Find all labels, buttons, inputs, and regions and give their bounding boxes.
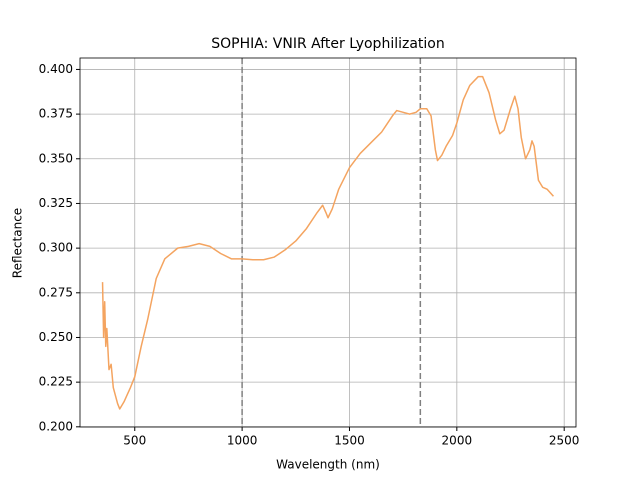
y-tick-label: 0.375	[39, 107, 73, 121]
y-tick-label: 0.300	[39, 241, 73, 255]
x-axis-label: Wavelength (nm)	[276, 458, 380, 472]
x-tick-label: 1500	[334, 434, 365, 448]
y-tick-label: 0.325	[39, 196, 73, 210]
y-tick-label: 0.350	[39, 151, 73, 165]
data-line	[101, 75, 555, 410]
y-tick-label: 0.400	[39, 62, 73, 76]
y-tick-label: 0.250	[39, 330, 73, 344]
x-tick-label: 2000	[442, 434, 473, 448]
x-tick-label: 1000	[227, 434, 258, 448]
y-tick-label: 0.225	[39, 375, 73, 389]
plot-frame	[79, 57, 577, 428]
x-tick-label: 2500	[549, 434, 580, 448]
chart-title: SOPHIA: VNIR After Lyophilization	[211, 36, 444, 52]
y-axis-label: Reflectance	[11, 208, 25, 278]
y-tick-label: 0.200	[39, 419, 73, 433]
x-tick-label: 500	[123, 434, 146, 448]
y-tick-label: 0.275	[39, 285, 73, 299]
